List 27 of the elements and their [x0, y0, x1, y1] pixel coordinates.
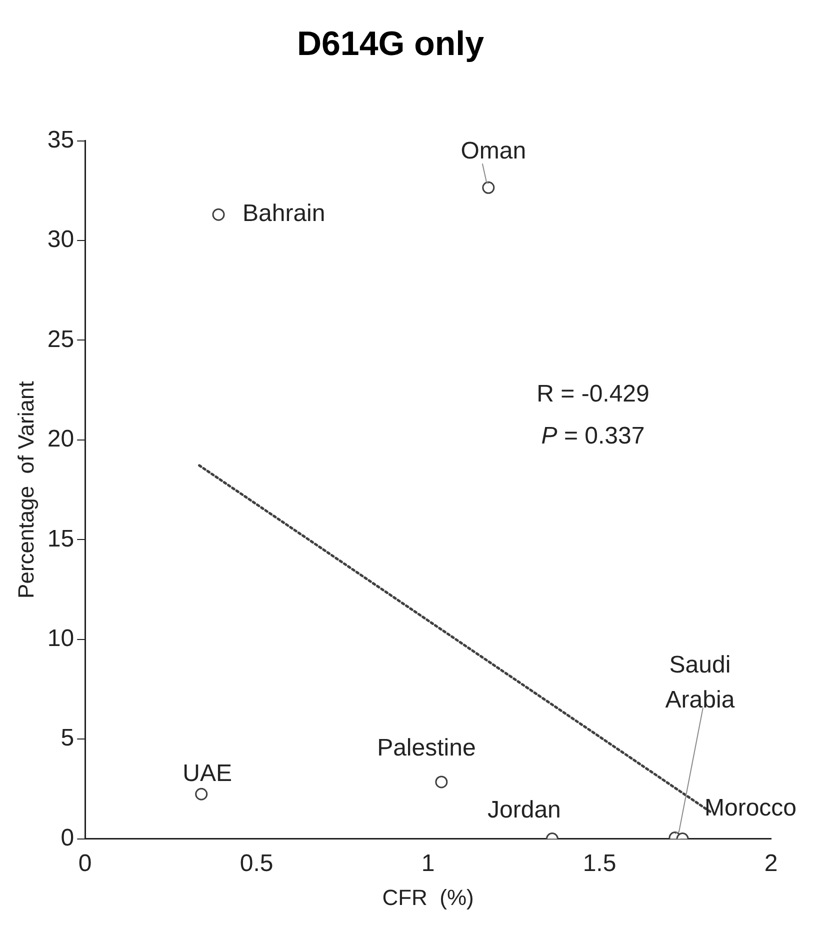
point [482, 181, 495, 194]
annotation: R = -0.429 [536, 380, 650, 408]
y-tick-label: 20 [47, 426, 74, 453]
y-axis-title: Percentage of Variant [13, 381, 38, 598]
point [212, 208, 225, 221]
y-tick-label: 15 [47, 525, 74, 552]
y-tick-label: 35 [47, 126, 74, 154]
annotation: Bahrain [242, 200, 326, 228]
annotation: Saudi Arabia [665, 651, 736, 714]
chart-title: D614G only [296, 24, 484, 63]
x-tick-label: 1.5 [582, 850, 616, 877]
annotation: Morocco [704, 794, 797, 822]
x-axis-title: CFR (%) [382, 884, 474, 910]
annotation: Oman [460, 137, 526, 164]
annotation: P = 0.337 [541, 422, 645, 450]
y-tick-label: 10 [47, 624, 74, 652]
y-tick-label: 25 [47, 326, 74, 353]
x-tick-label: 2 [764, 850, 778, 877]
y-tick-label: 5 [60, 724, 74, 752]
x-tick-label: 0 [78, 850, 92, 877]
x-tick-label: 1 [421, 850, 435, 877]
annotation: UAE [182, 760, 232, 787]
y-tick-label: 0 [60, 824, 74, 852]
annotation: Palestine [377, 734, 476, 762]
annotation: Jordan [488, 796, 561, 824]
y-tick-label: 30 [47, 226, 74, 254]
x-tick-label: 0.5 [240, 850, 274, 877]
